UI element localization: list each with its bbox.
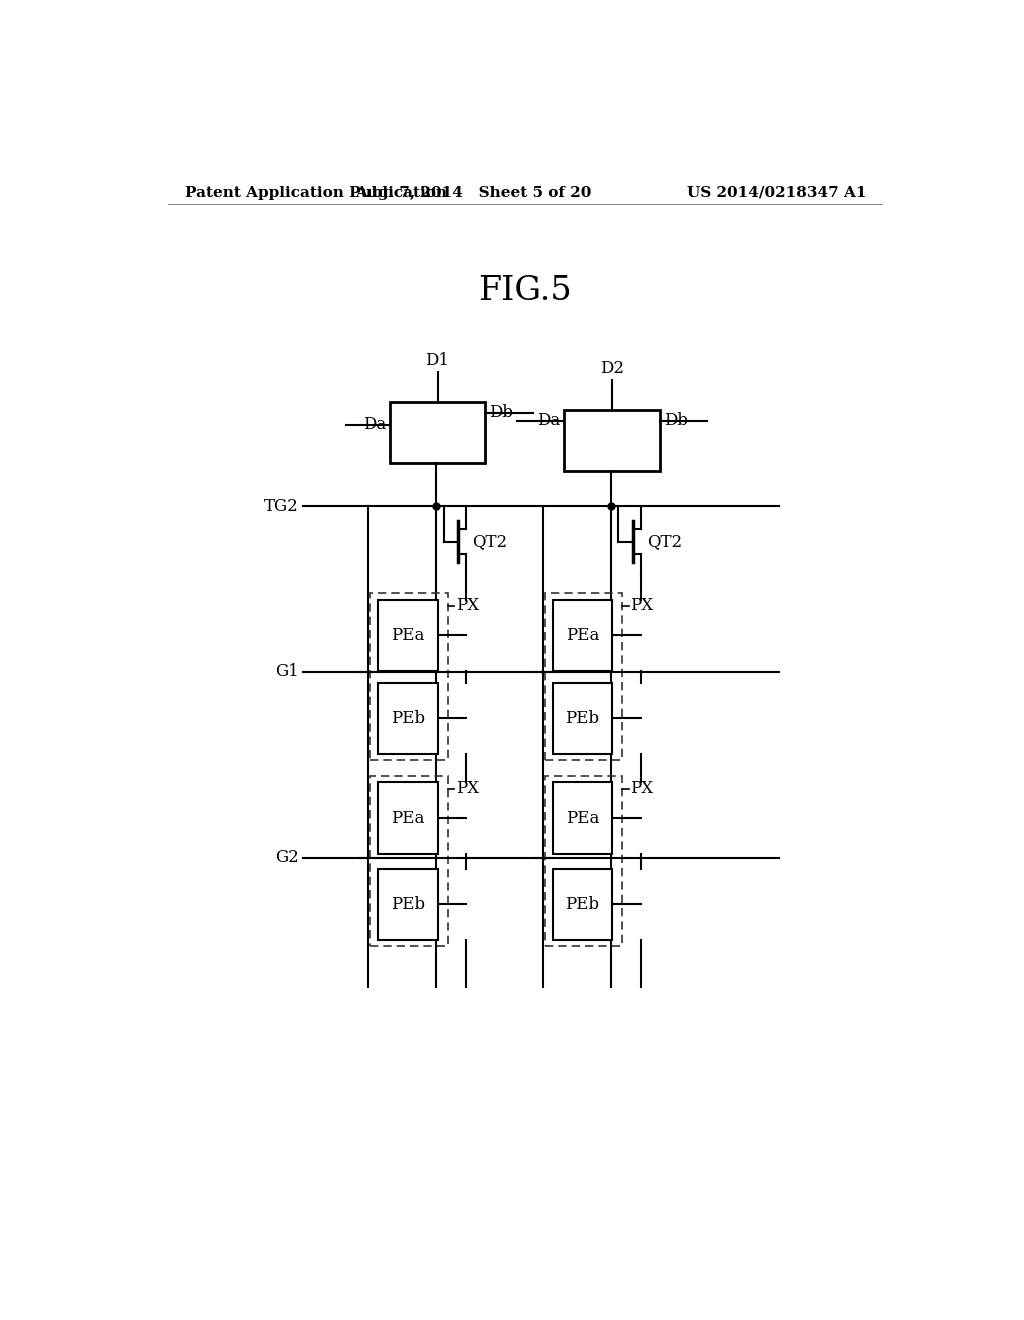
Text: PEa: PEa bbox=[565, 809, 599, 826]
Text: QT2: QT2 bbox=[647, 533, 682, 550]
Text: D1: D1 bbox=[426, 352, 450, 368]
Text: PX: PX bbox=[631, 597, 653, 614]
Bar bbox=[378, 869, 437, 940]
Text: PEa: PEa bbox=[391, 627, 424, 644]
Text: QT2: QT2 bbox=[472, 533, 508, 550]
Text: Db: Db bbox=[664, 412, 688, 429]
Text: G1: G1 bbox=[274, 663, 299, 680]
Bar bbox=[378, 682, 437, 754]
Text: Db: Db bbox=[489, 404, 513, 421]
Bar bbox=[370, 776, 447, 946]
Bar bbox=[553, 599, 612, 671]
Text: D2: D2 bbox=[600, 360, 624, 378]
Text: PX: PX bbox=[456, 597, 479, 614]
Text: TG2: TG2 bbox=[264, 498, 299, 515]
Text: US 2014/0218347 A1: US 2014/0218347 A1 bbox=[686, 186, 866, 199]
Text: G2: G2 bbox=[274, 849, 299, 866]
Bar bbox=[553, 682, 612, 754]
Text: Da: Da bbox=[538, 412, 560, 429]
Text: PEa: PEa bbox=[565, 627, 599, 644]
Text: PEb: PEb bbox=[565, 710, 599, 727]
Bar bbox=[553, 783, 612, 854]
Bar bbox=[545, 776, 623, 946]
Bar bbox=[564, 411, 659, 471]
Text: PX: PX bbox=[631, 780, 653, 797]
Text: PEb: PEb bbox=[391, 896, 425, 913]
Text: Aug. 7, 2014   Sheet 5 of 20: Aug. 7, 2014 Sheet 5 of 20 bbox=[355, 186, 592, 199]
Text: PEa: PEa bbox=[391, 809, 424, 826]
Text: PX: PX bbox=[456, 780, 479, 797]
Bar bbox=[545, 594, 623, 760]
Text: PEb: PEb bbox=[391, 710, 425, 727]
Text: PEb: PEb bbox=[565, 896, 599, 913]
Bar bbox=[553, 869, 612, 940]
Text: Patent Application Publication: Patent Application Publication bbox=[185, 186, 447, 199]
Bar bbox=[390, 403, 485, 463]
Text: FIG.5: FIG.5 bbox=[478, 275, 571, 306]
Text: Da: Da bbox=[362, 416, 386, 433]
Bar bbox=[370, 594, 447, 760]
Bar bbox=[378, 783, 437, 854]
Bar bbox=[378, 599, 437, 671]
